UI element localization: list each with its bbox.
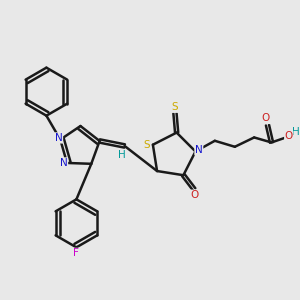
Text: N: N bbox=[60, 158, 68, 168]
Text: F: F bbox=[74, 248, 79, 258]
Text: N: N bbox=[195, 145, 203, 155]
Text: O: O bbox=[190, 190, 198, 200]
Text: S: S bbox=[172, 102, 178, 112]
Text: S: S bbox=[144, 140, 150, 150]
Text: H: H bbox=[118, 150, 126, 160]
Text: H: H bbox=[292, 128, 299, 137]
Text: O: O bbox=[285, 131, 293, 142]
Text: N: N bbox=[55, 133, 62, 143]
Text: O: O bbox=[262, 113, 270, 123]
